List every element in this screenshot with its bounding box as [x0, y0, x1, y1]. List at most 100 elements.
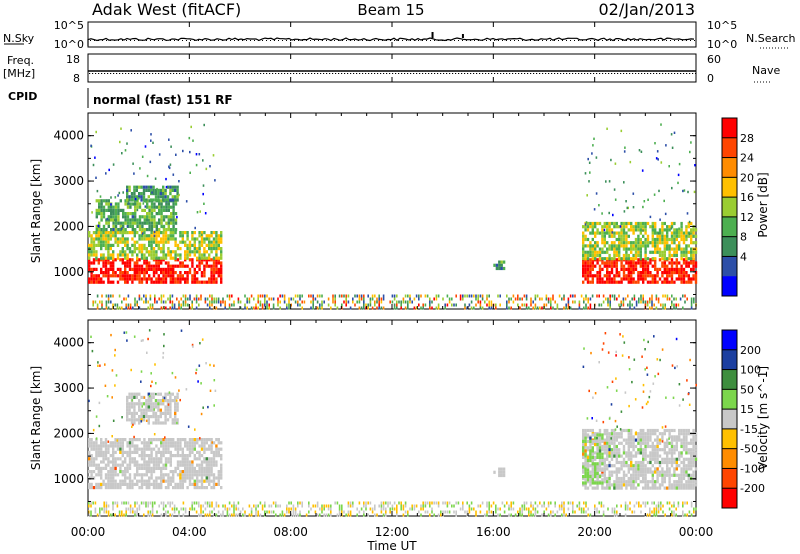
data-cell [319, 303, 321, 307]
data-cell [146, 221, 149, 225]
data-cell [131, 280, 134, 284]
data-cell [147, 513, 149, 517]
data-cell [613, 253, 616, 258]
data-cell [692, 428, 695, 433]
data-cell [334, 501, 336, 505]
data-cell [275, 513, 277, 517]
data-cell [673, 444, 676, 449]
data-cell [582, 462, 585, 466]
data-cell [217, 510, 220, 514]
data-cell [433, 297, 435, 301]
data-cell [646, 486, 650, 490]
data-cell [694, 444, 698, 449]
data-cell [292, 513, 295, 517]
data-cell [426, 501, 429, 505]
data-cell [601, 225, 604, 229]
data-cell [521, 507, 523, 511]
data-cell [169, 294, 171, 298]
data-cell [133, 274, 136, 278]
data-cell [330, 510, 332, 514]
data-cell [625, 234, 628, 238]
data-cell [502, 473, 506, 478]
data-cell [169, 476, 172, 480]
data-cell [488, 294, 490, 298]
data-cell [160, 277, 163, 281]
data-cell [625, 253, 628, 258]
data-cell [462, 297, 464, 301]
data-cell [215, 454, 218, 458]
data-cell [184, 507, 187, 511]
data-cell [184, 240, 187, 244]
data-cell [591, 257, 594, 261]
data-cell [654, 267, 657, 271]
data-cell [692, 231, 695, 235]
data-cell [512, 507, 515, 511]
data-cell [143, 463, 146, 467]
data-cell [585, 297, 587, 301]
data-cell [198, 457, 201, 461]
data-cell [591, 277, 594, 281]
data-cell [663, 470, 666, 474]
data-cell [632, 241, 635, 245]
data-cell [589, 264, 592, 268]
data-cell [637, 271, 640, 275]
data-cell [215, 250, 218, 254]
data-cell [95, 237, 98, 241]
data-cell [663, 241, 666, 245]
data-cell [145, 402, 148, 406]
data-cell [601, 481, 604, 485]
data-cell [104, 441, 108, 445]
data-cell [150, 415, 153, 419]
data-cell [179, 240, 182, 244]
data-cell [124, 231, 127, 235]
data-cell [112, 450, 115, 454]
data-cell [393, 306, 396, 310]
data-cell [609, 306, 611, 310]
data-cell [658, 454, 662, 458]
data-cell [468, 303, 471, 307]
data-cell [140, 192, 143, 196]
data-cell [594, 264, 597, 268]
data-cell [627, 261, 630, 265]
data-cell [166, 405, 170, 409]
data-cell [534, 294, 537, 298]
data-cell [692, 486, 695, 490]
data-cell [659, 218, 661, 221]
data-cell [210, 264, 213, 268]
data-cell [623, 181, 625, 184]
data-cell [104, 438, 108, 442]
data-cell [109, 482, 112, 486]
data-cell [155, 280, 158, 284]
data-cell [618, 483, 621, 487]
data-cell [334, 300, 336, 304]
data-cell [212, 264, 216, 268]
colorbar-tick-label: 100 [740, 364, 761, 377]
data-cell [160, 470, 163, 474]
data-cell [114, 444, 117, 448]
data-cell [283, 294, 286, 298]
data-cell [589, 306, 592, 310]
data-cell [690, 467, 693, 471]
data-cell [382, 297, 385, 301]
data-cell [658, 267, 662, 271]
data-cell [610, 234, 614, 238]
colorbar-tick-label: 12 [740, 211, 754, 224]
data-cell [205, 473, 208, 477]
data-cell [632, 261, 635, 265]
data-cell [129, 218, 132, 222]
data-cell [88, 247, 91, 251]
data-cell [644, 457, 647, 461]
data-cell [640, 150, 643, 153]
data-cell [212, 280, 216, 284]
data-cell [608, 486, 611, 490]
data-cell [591, 486, 594, 490]
data-cell [582, 439, 585, 443]
data-cell [121, 438, 124, 442]
data-cell [620, 460, 623, 465]
data-cell [288, 306, 290, 310]
data-cell [266, 306, 268, 310]
power-ylabel: Slant Range [km] [29, 159, 43, 263]
data-cell [200, 504, 202, 508]
data-cell [188, 479, 192, 483]
data-cell [630, 460, 633, 465]
